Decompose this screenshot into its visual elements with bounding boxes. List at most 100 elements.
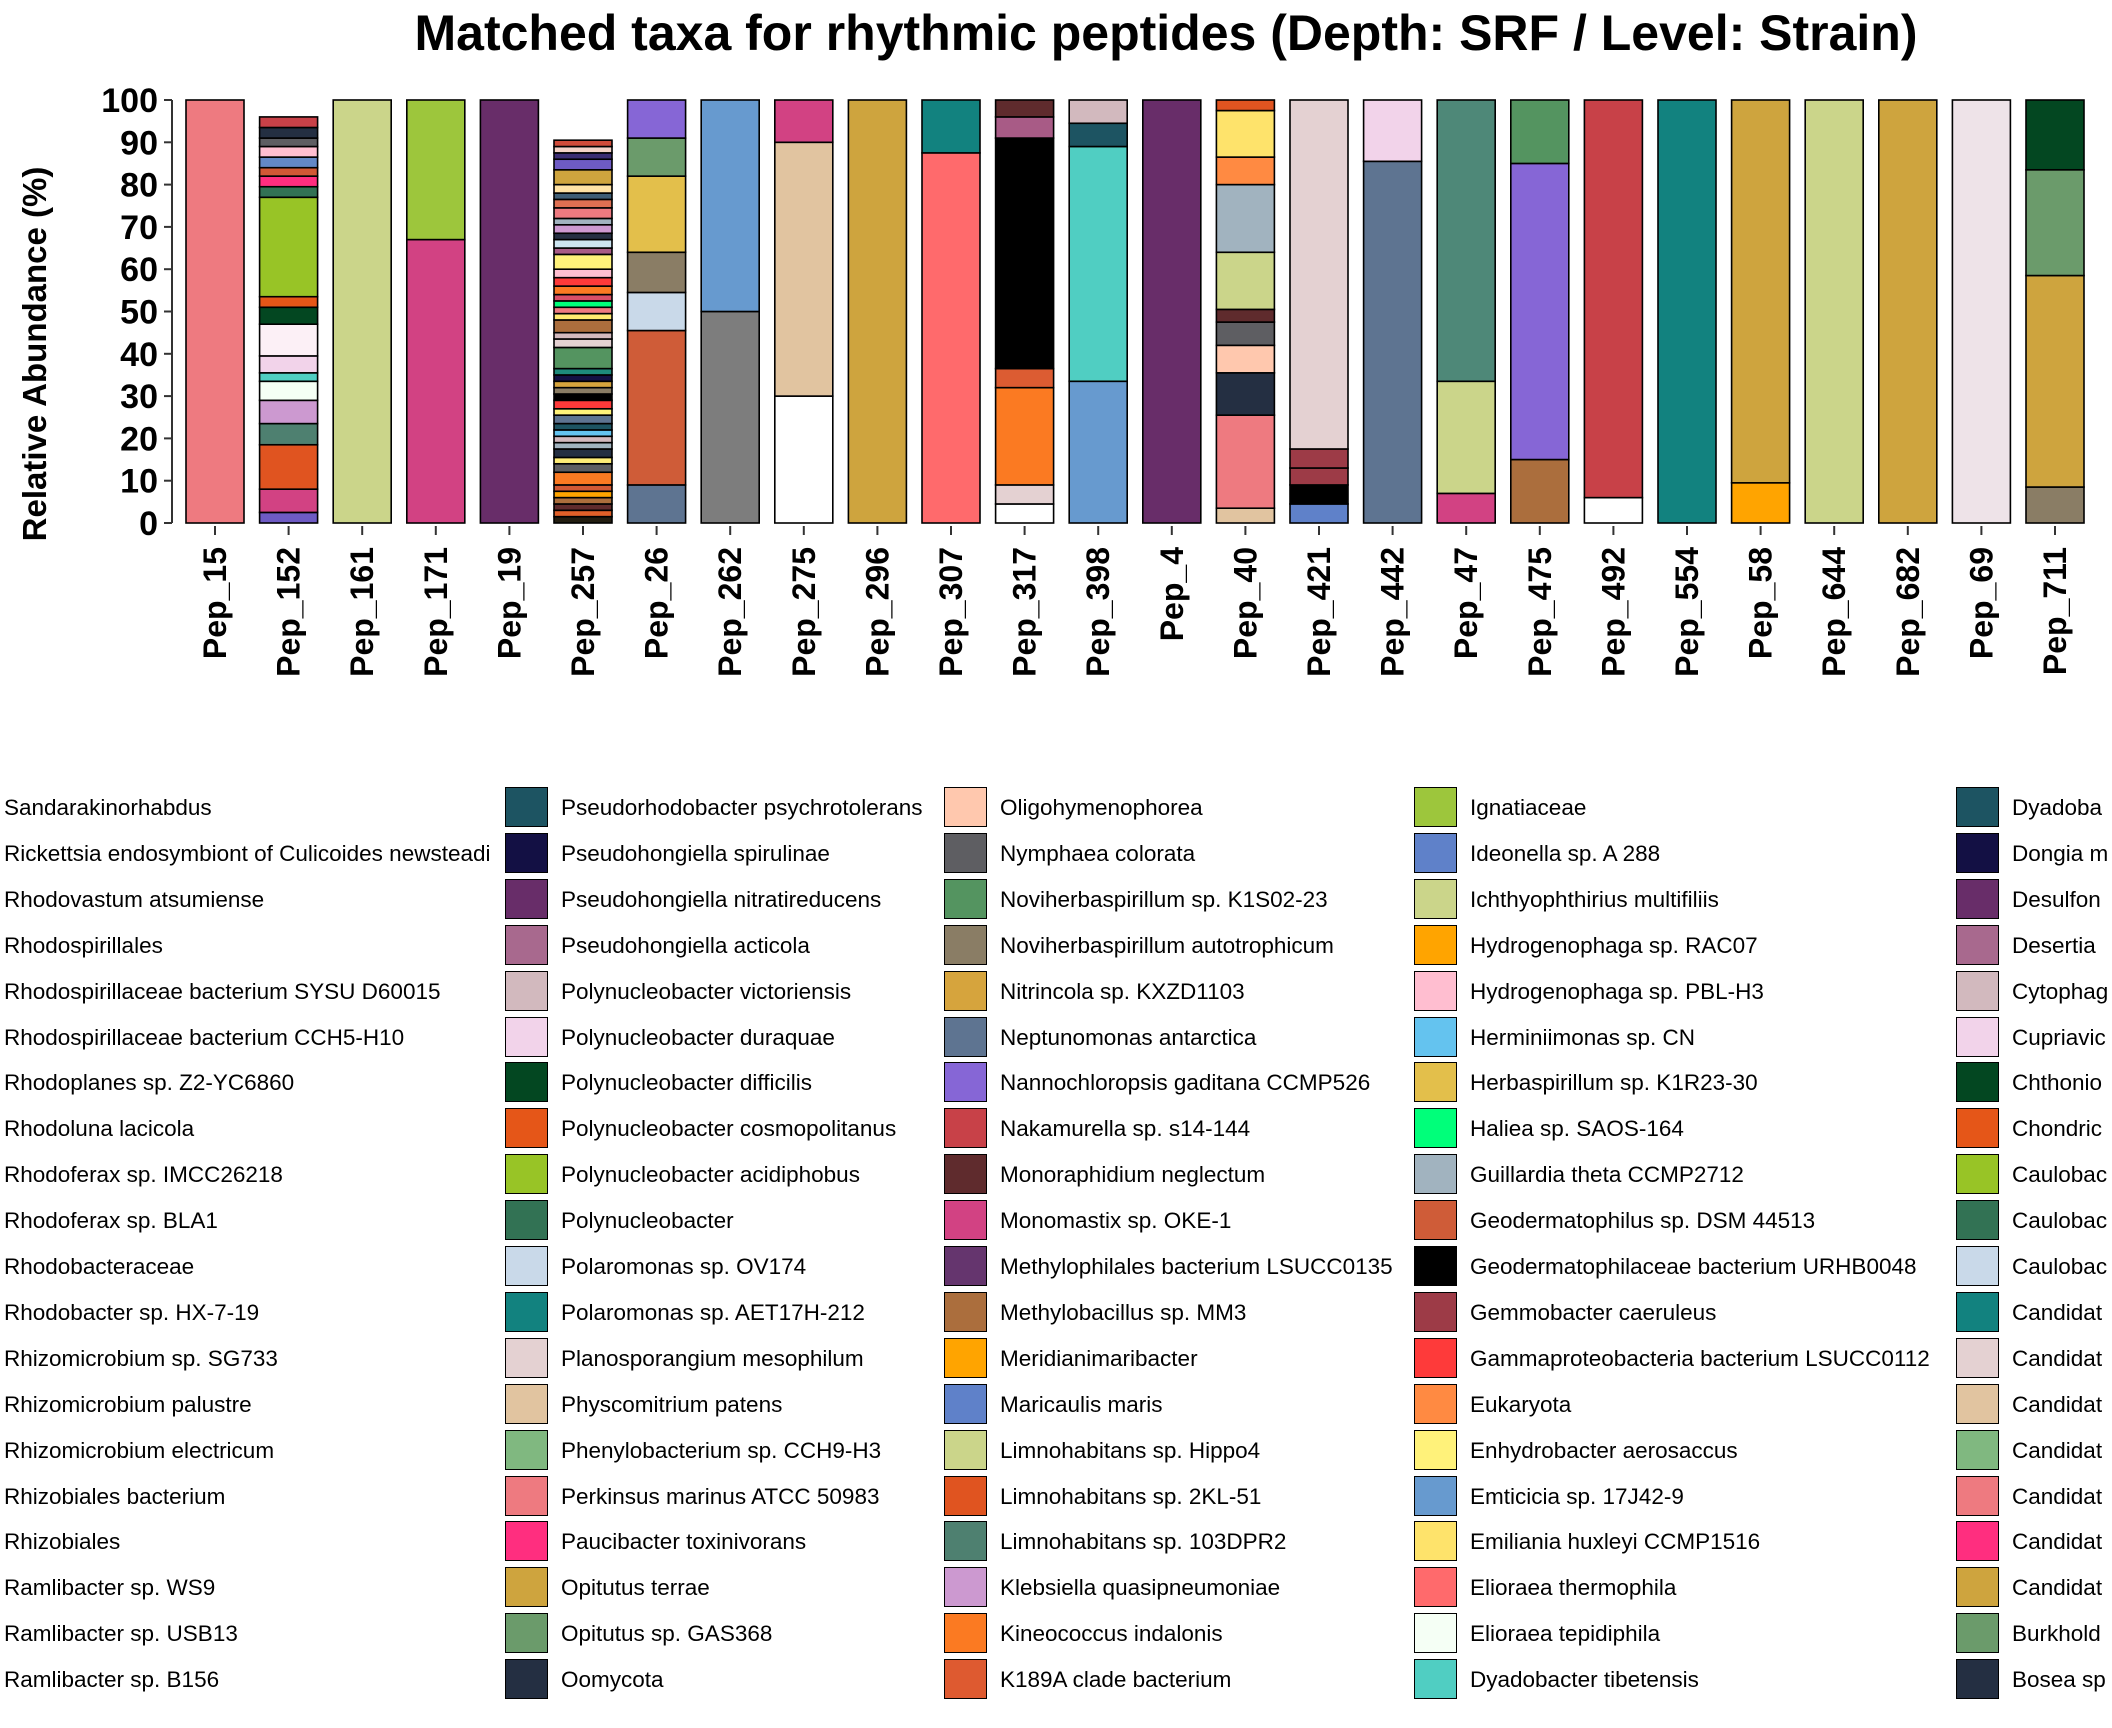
legend-item: Chondric: [1956, 1106, 2112, 1152]
legend-label: Rhodospirillaceae bacterium CCH5-H10: [4, 1024, 405, 1050]
legend-label: Opitutus sp. GAS368: [561, 1621, 773, 1647]
legend-label: Noviherbaspirillum autotrophicum: [1000, 932, 1334, 958]
legend-swatch: [944, 1246, 987, 1286]
legend-label: Rhodobacter sp. HX-7-19: [4, 1299, 260, 1325]
bar-segment: [553, 374, 613, 383]
legend-swatch: [1414, 1154, 1457, 1195]
bar-segment: [626, 251, 687, 294]
bar-segment: [258, 295, 319, 309]
y-tick-label: 90: [120, 124, 158, 162]
bar-segment: [258, 156, 319, 169]
legend-label: Emticicia sp. 17J42-9: [1470, 1483, 1684, 1509]
legend-swatch: [944, 1659, 987, 1700]
bar-segment: [553, 471, 613, 486]
bar-segment: [479, 99, 540, 524]
bar-segment: [1436, 492, 1496, 524]
legend-swatch: [944, 1154, 987, 1195]
bar-segment: [1215, 251, 1276, 311]
legend-item: Rhodoluna lacicola: [4, 1106, 567, 1152]
bar-segment: [994, 137, 1055, 370]
x-tick-label: Pep_4: [1154, 547, 1190, 641]
bar-segment: [1289, 503, 1349, 524]
legend-label: Rhodobacteraceae: [4, 1254, 195, 1279]
legend-item: Oomycota: [505, 1657, 1003, 1703]
legend-label: Ichthyophthirius multifiliis: [1470, 886, 1719, 912]
bar-segment: [258, 443, 319, 490]
legend-item: Rhizobiales bacterium: [4, 1474, 567, 1520]
bar-segment: [553, 490, 613, 499]
bar-segment: [553, 158, 613, 171]
legend-item: Nannochloropsis gaditana CCMP526: [944, 1060, 1476, 1106]
legend-label: Opitutus terrae: [561, 1575, 710, 1601]
legend-item: Rhizobiales: [4, 1519, 567, 1565]
legend-item: Rhodospirillaceae bacterium SYSU D60015: [4, 969, 567, 1015]
legend-item: Candidat: [1956, 1290, 2112, 1336]
bar-segment: [258, 306, 319, 325]
legend-label: Rhodoluna lacicola: [4, 1116, 195, 1142]
bar-segment: [258, 175, 319, 188]
legend-label: Kineococcus indalonis: [1000, 1621, 1223, 1647]
legend-item: Limnohabitans sp. 103DPR2: [944, 1519, 1476, 1565]
legend-label: Rickettsia endosymbiont of Culicoides ne…: [4, 840, 491, 866]
bar-segment: [405, 99, 466, 241]
legend-item: Polynucleobacter acidiphobus: [505, 1152, 1003, 1198]
bar-segment: [1215, 183, 1276, 254]
bar-segment: [258, 116, 319, 129]
legend-swatch: [944, 1337, 987, 1378]
legend-item: Desertia: [1956, 923, 2112, 969]
bar-segment: [258, 372, 319, 383]
legend-item: Methylobacillus sp. MM3: [944, 1290, 1476, 1336]
legend-swatch: [1414, 1429, 1457, 1470]
bar-segment: [553, 198, 613, 209]
bar-segment: [258, 137, 319, 148]
legend-label: Klebsiella quasipneumoniae: [1000, 1575, 1281, 1601]
legend-label: Caulobac: [2012, 1254, 2108, 1279]
legend-item: Elioraea thermophila: [1414, 1565, 2018, 1611]
legend-item: Candidat: [1956, 1428, 2112, 1474]
legend-swatch: [1414, 1337, 1457, 1378]
legend-item: Caulobac: [1956, 1244, 2112, 1290]
legend-item: Polynucleobacter victoriensis: [505, 969, 1003, 1015]
legend-swatch: [944, 1613, 987, 1654]
legend-swatch: [944, 832, 987, 873]
legend-swatch: [1414, 1567, 1457, 1608]
legend-swatch: [1414, 832, 1457, 873]
legend-swatch: [505, 1246, 548, 1286]
bar-segment: [258, 126, 319, 139]
legend-label: Burkhold: [2012, 1621, 2101, 1647]
legend-swatch: [1414, 1291, 1457, 1332]
bar-segment: [553, 456, 613, 465]
legend-label: Candidat: [2012, 1299, 2103, 1325]
legend-item: Rickettsia endosymbiont of Culicoides ne…: [4, 831, 567, 877]
legend-item: Polynucleobacter difficilis: [505, 1060, 1003, 1106]
bar-segment: [258, 422, 319, 446]
legend-item: Enhydrobacter aerosaccus: [1414, 1428, 2018, 1474]
legend-swatch: [944, 1108, 987, 1149]
legend-item: Rhodoferax sp. BLA1: [4, 1198, 567, 1244]
legend-label: Ramlibacter sp. USB13: [4, 1621, 238, 1647]
bar-segment: [1510, 99, 1570, 165]
legend-label: Gammaproteobacteria bacterium LSUCC0112: [1470, 1345, 1930, 1371]
bar-segment: [553, 422, 613, 431]
legend-item: Rhodospirillales: [4, 923, 567, 969]
legend-item: Candidat: [1956, 1519, 2112, 1565]
legend-swatch: [1956, 787, 1999, 827]
bar-segment: [553, 192, 613, 201]
bar-segment: [700, 99, 761, 313]
legend-label: Chthonio: [2012, 1070, 2103, 1096]
legend-item: Bosea sp: [1956, 1657, 2112, 1703]
legend-item: Polynucleobacter cosmopolitanus: [505, 1106, 1003, 1152]
x-tick-label: Pep_421: [1301, 547, 1337, 677]
legend-label: Dyadoba: [2012, 795, 2103, 820]
legend-swatch: [1414, 1383, 1457, 1424]
bar-segment: [553, 496, 613, 505]
legend-label: Dyadobacter tibetensis: [1470, 1667, 1699, 1693]
legend-item: Herminiimonas sp. CN: [1414, 1015, 2018, 1061]
legend-item: Geodermatophilus sp. DSM 44513: [1414, 1198, 2018, 1244]
legend-label: Noviherbaspirillum sp. K1S02-23: [1000, 886, 1328, 912]
legend-label: Geodermatophilus sp. DSM 44513: [1470, 1208, 1816, 1234]
legend-item: Geodermatophilaceae bacterium URHB0048: [1414, 1244, 2018, 1290]
bar-segment: [994, 116, 1055, 139]
legend-label: Monoraphidium neglectum: [1000, 1162, 1266, 1188]
bar-segment: [553, 346, 613, 370]
